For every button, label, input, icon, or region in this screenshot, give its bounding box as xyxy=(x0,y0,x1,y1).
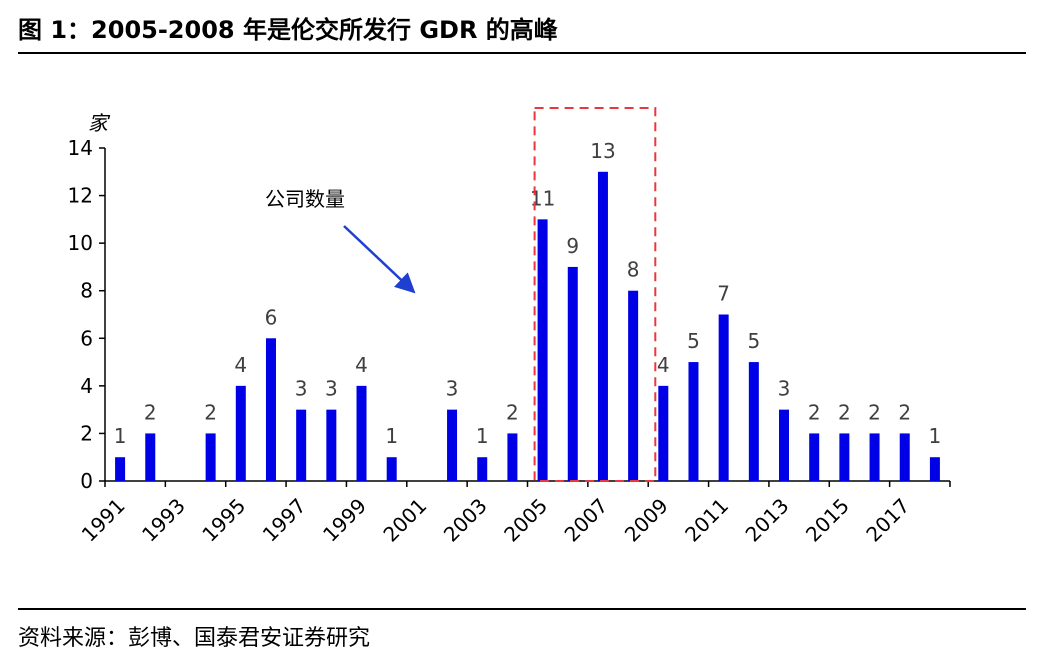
x-tick-label: 2005 xyxy=(499,494,552,547)
data-label: 9 xyxy=(566,234,579,258)
data-label: 3 xyxy=(778,377,791,401)
data-label: 4 xyxy=(355,353,368,377)
bar xyxy=(386,457,397,481)
data-label: 1 xyxy=(114,424,127,448)
data-label: 3 xyxy=(295,377,308,401)
bar xyxy=(477,457,488,481)
x-tick-label: 2009 xyxy=(620,494,673,547)
axes xyxy=(99,147,951,487)
y-tick-label: 0 xyxy=(80,469,93,493)
x-tick-label: 1995 xyxy=(197,494,250,547)
bar xyxy=(235,385,246,481)
data-label: 7 xyxy=(717,282,730,306)
y-tick-labels: 0 2 4 6 8 10 12 14 xyxy=(68,136,93,493)
bar xyxy=(658,385,669,481)
data-label: 4 xyxy=(234,353,247,377)
x-tick-label: 1999 xyxy=(318,494,371,547)
bar xyxy=(326,409,337,481)
data-label: 3 xyxy=(446,377,459,401)
data-label: 5 xyxy=(747,329,760,353)
bar xyxy=(628,290,639,481)
y-tick-label: 8 xyxy=(80,279,93,303)
x-tick-label: 1997 xyxy=(258,494,311,547)
bar xyxy=(447,409,458,481)
source-rule xyxy=(18,608,1026,610)
data-label: 2 xyxy=(838,400,851,424)
y-tick-label: 10 xyxy=(68,231,93,255)
data-label: 1 xyxy=(385,424,398,448)
data-label: 1 xyxy=(476,424,489,448)
bar xyxy=(929,457,940,481)
bar xyxy=(356,385,367,481)
bar xyxy=(567,266,578,481)
x-tick-label: 2017 xyxy=(861,494,914,547)
figure-title: 图 1：2005-2008 年是伦交所发行 GDR 的高峰 xyxy=(18,16,558,44)
y-tick-label: 6 xyxy=(80,326,93,350)
x-tick-label: 2011 xyxy=(680,494,733,547)
data-label: 4 xyxy=(657,353,670,377)
x-tick-label: 2003 xyxy=(439,494,492,547)
bar xyxy=(537,219,548,481)
bar xyxy=(718,314,729,481)
bar xyxy=(869,433,880,481)
y-axis-label: 家 xyxy=(88,111,111,135)
annotation-arrow xyxy=(343,225,416,294)
data-label: 2 xyxy=(144,400,157,424)
title-rule xyxy=(18,52,1026,54)
data-label: 2 xyxy=(868,400,881,424)
x-tick-label: 2007 xyxy=(560,494,613,547)
bar xyxy=(115,457,126,481)
x-tick-label: 2015 xyxy=(801,494,854,547)
bar xyxy=(265,338,276,481)
data-label: 1 xyxy=(929,424,942,448)
y-tick-label: 14 xyxy=(68,136,93,160)
bar xyxy=(809,433,820,481)
bar xyxy=(507,433,518,481)
bar xyxy=(748,362,759,481)
bar xyxy=(145,433,156,481)
y-tick-label: 4 xyxy=(80,374,93,398)
data-label: 5 xyxy=(687,329,700,353)
x-tick-labels: 1991 1993 1995 1997 1999 2001 2003 2005 2007 2009… xyxy=(77,494,915,547)
y-tick-label: 12 xyxy=(68,184,93,208)
data-label: 8 xyxy=(627,258,640,282)
highlight-box xyxy=(533,107,657,482)
data-label: 2 xyxy=(204,400,217,424)
data-label: 13 xyxy=(590,139,615,163)
x-tick-label: 1991 xyxy=(77,494,130,547)
bar xyxy=(779,409,790,481)
bar xyxy=(688,362,699,481)
x-tick-label: 1993 xyxy=(137,494,190,547)
x-tick-label: 2001 xyxy=(378,494,431,547)
data-label: 6 xyxy=(265,305,278,329)
data-label: 2 xyxy=(506,400,519,424)
bar xyxy=(899,433,910,481)
y-tick-label: 2 xyxy=(80,421,93,445)
x-tick-label: 2013 xyxy=(741,494,794,547)
data-label: 2 xyxy=(898,400,911,424)
annotation-label: 公司数量 xyxy=(265,187,345,211)
bar xyxy=(205,433,216,481)
bars xyxy=(115,171,940,482)
source-note: 资料来源：彭博、国泰君安证券研究 xyxy=(18,626,371,651)
bar xyxy=(839,433,850,481)
data-label: 2 xyxy=(808,400,821,424)
data-label: 3 xyxy=(325,377,338,401)
bar xyxy=(597,171,608,482)
bar xyxy=(296,409,307,481)
